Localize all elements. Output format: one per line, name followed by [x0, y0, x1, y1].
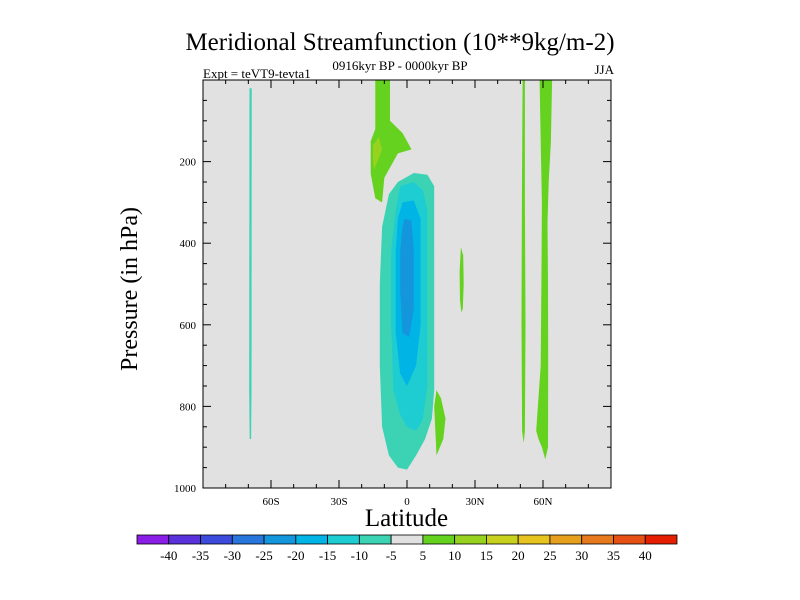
- colorbar-label-10: 15: [480, 548, 493, 563]
- x-tick-label-30N: 30N: [466, 496, 485, 508]
- x-tick-label-30S: 30S: [330, 496, 347, 508]
- colorbar-label-7: -5: [386, 548, 397, 563]
- colorbar-box-3: [231, 534, 265, 545]
- colorbar-box-0: [136, 534, 170, 545]
- y-tick-label-600: 600: [180, 320, 197, 332]
- colorbar-label-11: 20: [512, 548, 525, 563]
- contour-region-7: [400, 218, 414, 337]
- x-axis-label: Latitude: [364, 505, 449, 532]
- contour-region-8: [459, 247, 464, 313]
- colorbar-box-1: [168, 534, 201, 545]
- colorbar-box-14: [581, 534, 614, 545]
- colorbar-label-2: -30: [224, 548, 241, 563]
- y-tick-label-800: 800: [180, 401, 197, 413]
- colorbar-box-12: [517, 534, 551, 545]
- contour-region-10: [536, 80, 553, 460]
- contour-region-0: [249, 88, 252, 439]
- x-tick-label-0: 0: [404, 496, 410, 508]
- colorbar-box-7: [358, 534, 392, 545]
- colorbar-label-1: -35: [192, 548, 209, 563]
- colorbar-box-15: [613, 534, 646, 545]
- chart-subtitle: 0916kyr BP - 0000kyr BP: [332, 58, 468, 73]
- contour-region-1: [370, 80, 412, 203]
- colorbar-box-16: [644, 534, 678, 545]
- x-tick-label-60N: 60N: [534, 496, 553, 508]
- colorbar-label-4: -20: [287, 548, 304, 563]
- y-tick-label-1000: 1000: [174, 483, 197, 495]
- colorbar-box-8: [390, 534, 424, 545]
- colorbar-label-8: 5: [420, 548, 427, 563]
- colorbar-box-6: [327, 534, 360, 545]
- colorbar-label-14: 35: [607, 548, 620, 563]
- colorbar-label-5: -15: [319, 548, 336, 563]
- colorbar-box-13: [549, 534, 583, 545]
- colorbar-label-0: -40: [160, 548, 177, 563]
- colorbar-box-2: [200, 534, 233, 545]
- colorbar-label-13: 30: [575, 548, 588, 563]
- contour-region-4: [434, 390, 446, 456]
- colorbar-box-5: [295, 534, 328, 545]
- colorbar-label-12: 25: [543, 548, 556, 563]
- colorbar-box-11: [486, 534, 519, 545]
- contour-region-9: [521, 80, 526, 444]
- colorbar-box-9: [422, 534, 456, 545]
- colorbar-box-10: [454, 534, 487, 545]
- colorbar-label-6: -10: [351, 548, 368, 563]
- colorbar-label-9: 10: [448, 548, 461, 563]
- y-tick-label-200: 200: [180, 157, 197, 169]
- contour-region-2: [373, 137, 383, 170]
- season-label: JJA: [594, 62, 614, 77]
- chart-title: Meridional Streamfunction (10**9kg/m-2): [185, 29, 615, 56]
- colorbar-label-3: -25: [255, 548, 272, 563]
- y-tick-label-400: 400: [180, 238, 197, 250]
- x-tick-label-60S: 60S: [262, 496, 279, 508]
- colorbar-label-15: 40: [639, 548, 652, 563]
- experiment-label: Expt = teVT9-tevta1: [203, 66, 311, 81]
- colorbar-box-4: [263, 534, 297, 545]
